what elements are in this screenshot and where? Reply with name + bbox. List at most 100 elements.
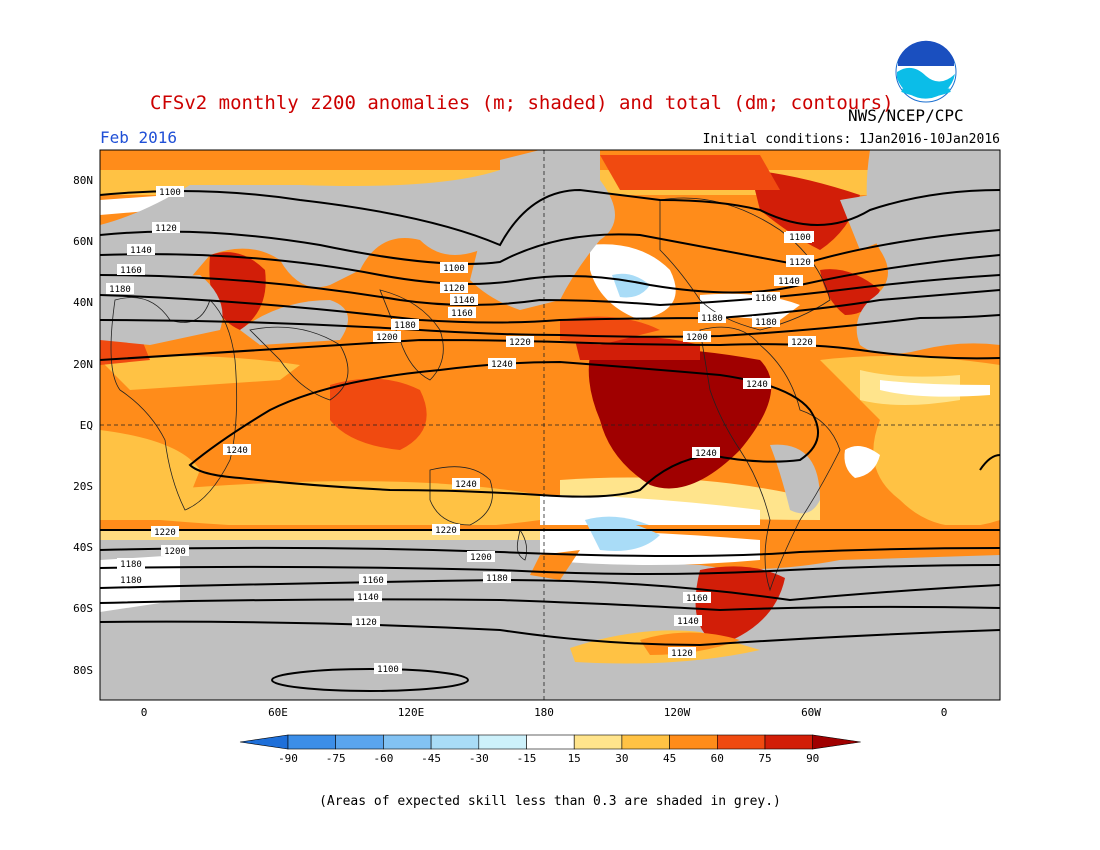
lat-label: EQ [80, 419, 93, 432]
svg-text:1200: 1200 [376, 333, 398, 343]
contour-label: 1180 [117, 574, 145, 586]
contour-label: 1240 [743, 378, 771, 390]
contour-label: 1140 [354, 591, 382, 603]
initial-conditions: Initial conditions: 1Jan2016-10Jan2016 [703, 132, 1000, 147]
contour-label: 1220 [788, 336, 816, 348]
contour-label: 1100 [786, 231, 814, 243]
contour-label: 1200 [161, 545, 189, 557]
lon-label: 180 [534, 706, 554, 719]
svg-text:1160: 1160 [451, 309, 473, 319]
contour-label: 1200 [683, 331, 711, 343]
svg-text:1180: 1180 [755, 318, 777, 328]
colorbar-tick-label: -60 [373, 752, 393, 765]
lat-label: 60N [73, 235, 93, 248]
svg-text:1160: 1160 [362, 576, 384, 586]
colorbar-segment [621, 734, 670, 750]
svg-text:1120: 1120 [443, 284, 465, 294]
map-title: CFSv2 monthly z200 anomalies (m; shaded)… [150, 92, 894, 114]
contour-label: 1140 [127, 244, 155, 256]
colorbar-segment [335, 734, 384, 750]
svg-text:1160: 1160 [755, 294, 777, 304]
svg-text:1180: 1180 [120, 560, 142, 570]
svg-text:1180: 1180 [486, 574, 508, 584]
contour-label: 1200 [373, 331, 401, 343]
colorbar-tick-label: -90 [278, 752, 298, 765]
colorbar-segment [287, 734, 337, 750]
svg-text:1140: 1140 [778, 277, 800, 287]
svg-text:1160: 1160 [686, 594, 708, 604]
contour-label: 1240 [223, 444, 251, 456]
colorbar-segment [383, 734, 432, 750]
colorbar-segment [764, 734, 814, 750]
colorbar-tick-label: -15 [517, 752, 537, 765]
colorbar-tick-label: -45 [421, 752, 441, 765]
svg-text:1200: 1200 [686, 333, 708, 343]
contour-label: 1160 [683, 592, 711, 604]
svg-text:1100: 1100 [377, 665, 399, 675]
contour-label: 1120 [440, 282, 468, 294]
contour-label: 1120 [352, 616, 380, 628]
svg-text:1120: 1120 [155, 224, 177, 234]
contour-label: 1180 [117, 558, 145, 570]
contour-label: 1180 [752, 316, 780, 328]
contour-label: 1120 [668, 647, 696, 659]
lon-label: 0 [941, 706, 948, 719]
contour-label: 1240 [452, 478, 480, 490]
map-area: 1100112011401160118011801100112011401160… [100, 150, 1000, 700]
lat-label: 20S [73, 480, 93, 493]
svg-text:1240: 1240 [226, 446, 248, 456]
contour-label: 1240 [488, 358, 516, 370]
contour-label: 1120 [786, 256, 814, 268]
contour-labels: 1100112011401160118011801100112011401160… [106, 186, 816, 675]
svg-text:1240: 1240 [746, 380, 768, 390]
contour-label: 1100 [374, 663, 402, 675]
colorbar-segment [478, 734, 527, 750]
contour-label: 1140 [674, 615, 702, 627]
contour-label: 1180 [106, 283, 134, 295]
colorbar-segment [239, 734, 289, 750]
contour-label: 1220 [151, 526, 179, 538]
lon-label: 60E [268, 706, 288, 719]
contour-label: 1160 [752, 292, 780, 304]
longitude-axis: 0 60E 120E 180 120W 60W 0 [141, 706, 948, 719]
lat-label: 80N [73, 174, 93, 187]
svg-text:1220: 1220 [154, 528, 176, 538]
svg-text:1120: 1120 [355, 618, 377, 628]
map-frame [99, 149, 1001, 701]
contour-label: 1240 [692, 447, 720, 459]
colorbar-tick-label: 45 [663, 752, 676, 765]
lon-label: 0 [141, 706, 148, 719]
contour-label: 1180 [698, 312, 726, 324]
svg-text:1240: 1240 [455, 480, 477, 490]
lat-label: 80S [73, 664, 93, 677]
contour-label: 1160 [117, 264, 145, 276]
latitude-axis: 80N 60N 40N 20N EQ 20S 40S 60S 80S [73, 174, 93, 677]
lat-label: 20N [73, 358, 93, 371]
colorbar-tick-label: -30 [469, 752, 489, 765]
colorbar-tick-label: 90 [806, 752, 819, 765]
lat-label: 40N [73, 296, 93, 309]
svg-text:1100: 1100 [789, 233, 811, 243]
colorbar-segment [573, 734, 623, 750]
forecast-month: Feb 2016 [100, 128, 177, 147]
colorbar-tick-label: 75 [758, 752, 771, 765]
svg-text:1180: 1180 [109, 285, 131, 295]
colorbar-tick-label: 60 [711, 752, 724, 765]
lon-label: 120E [398, 706, 425, 719]
contour-label: 1100 [156, 186, 184, 198]
lat-label: 40S [73, 541, 93, 554]
svg-text:1140: 1140 [357, 593, 379, 603]
contour-label: 1220 [432, 524, 460, 536]
svg-text:1140: 1140 [453, 296, 475, 306]
svg-text:1180: 1180 [394, 321, 416, 331]
contour-label: 1220 [506, 336, 534, 348]
contour-label: 1180 [391, 319, 419, 331]
svg-text:1180: 1180 [701, 314, 723, 324]
svg-text:1120: 1120 [671, 649, 693, 659]
organization-label: NWS/NCEP/CPC [848, 106, 964, 125]
noaa-logo [895, 40, 957, 103]
colorbar-segment [430, 734, 480, 750]
lat-label: 60S [73, 602, 93, 615]
contour-label: 1200 [467, 551, 495, 563]
contour-label: 1100 [440, 262, 468, 274]
